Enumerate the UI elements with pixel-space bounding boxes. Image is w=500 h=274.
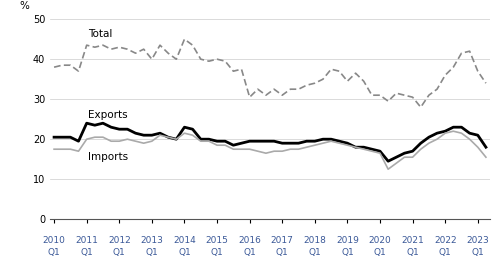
Text: %: % (19, 1, 29, 11)
Text: 2022: 2022 (434, 236, 456, 245)
Text: 2017: 2017 (271, 236, 293, 245)
Text: Q1: Q1 (113, 248, 126, 257)
Text: Q1: Q1 (146, 248, 158, 257)
Text: 2013: 2013 (140, 236, 164, 245)
Text: Exports: Exports (88, 110, 128, 120)
Text: Q1: Q1 (439, 248, 452, 257)
Text: 2018: 2018 (304, 236, 326, 245)
Text: 2016: 2016 (238, 236, 261, 245)
Text: 2011: 2011 (75, 236, 98, 245)
Text: 2019: 2019 (336, 236, 359, 245)
Text: Q1: Q1 (276, 248, 288, 257)
Text: Q1: Q1 (210, 248, 224, 257)
Text: Q1: Q1 (406, 248, 419, 257)
Text: Q1: Q1 (341, 248, 354, 257)
Text: Q1: Q1 (80, 248, 93, 257)
Text: Q1: Q1 (48, 248, 60, 257)
Text: Imports: Imports (88, 152, 128, 162)
Text: 2014: 2014 (173, 236, 196, 245)
Text: Q1: Q1 (308, 248, 321, 257)
Text: Q1: Q1 (374, 248, 386, 257)
Text: 2012: 2012 (108, 236, 130, 245)
Text: 2020: 2020 (368, 236, 392, 245)
Text: 2023: 2023 (466, 236, 489, 245)
Text: Q1: Q1 (472, 248, 484, 257)
Text: Total: Total (88, 29, 112, 39)
Text: Q1: Q1 (244, 248, 256, 257)
Text: 2010: 2010 (42, 236, 66, 245)
Text: Q1: Q1 (178, 248, 191, 257)
Text: 2015: 2015 (206, 236, 229, 245)
Text: 2021: 2021 (401, 236, 424, 245)
